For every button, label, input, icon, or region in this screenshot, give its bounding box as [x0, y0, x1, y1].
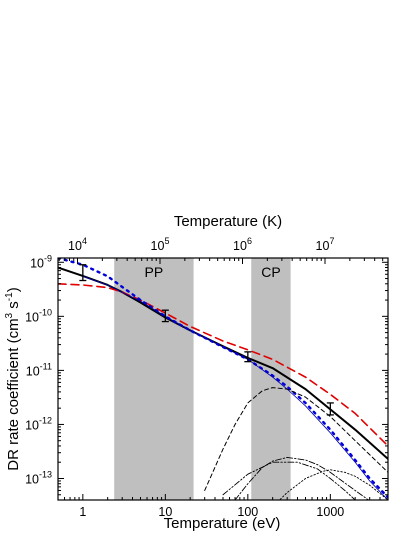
bottom-tick-label: 1: [79, 505, 86, 519]
series-line-7: [278, 469, 388, 500]
error-bar-3: [244, 351, 252, 363]
bottom-tick-label: 1000: [316, 505, 344, 519]
region-pp: [114, 258, 194, 500]
series-line-5: [204, 387, 388, 491]
series-line-2: [58, 282, 388, 447]
top-tick-label: 104: [68, 236, 87, 253]
error-bar-4: [326, 402, 334, 416]
y-tick-label: 10-12: [25, 415, 52, 432]
series-line-4: [82, 275, 388, 500]
region-label-pp: PP: [145, 264, 164, 280]
bottom-tick-label: 100: [237, 505, 258, 519]
series-line-3: [58, 258, 388, 499]
top-tick-label: 107: [316, 236, 335, 253]
tick-labels: 1 10 100 1000 104 105 106 107 10-9 10-10 10-11 10-1…: [25, 236, 344, 519]
bottom-axis-title: Temperature (eV): [164, 515, 281, 532]
region-label-cp: CP: [261, 264, 280, 280]
y-tick-label: 10-9: [30, 253, 52, 270]
error-bar-1: [79, 264, 87, 282]
axis-ticks: [57, 258, 389, 501]
bottom-tick-label: 10: [158, 505, 172, 519]
error-bar-2: [161, 309, 169, 323]
data-series: [58, 258, 388, 500]
region-labels: PP CP: [145, 264, 281, 280]
top-axis-title: Temperature (K): [174, 213, 282, 230]
top-tick-label: 105: [151, 236, 170, 253]
y-tick-label: 10-13: [25, 469, 52, 486]
top-tick-label: 106: [233, 236, 252, 253]
series-line-1: [58, 266, 388, 460]
y-axis-title: DR rate coefficient (cm3 s-1): [4, 287, 22, 470]
highlight-regions: [114, 258, 291, 500]
y-tick-label: 10-11: [26, 361, 52, 378]
plot-frame: [57, 257, 389, 501]
y-tick-label: 10-10: [25, 307, 52, 324]
error-bars: [79, 264, 334, 416]
series-line-8: [222, 461, 356, 500]
region-cp: [251, 258, 291, 500]
series-line-6: [234, 457, 370, 500]
